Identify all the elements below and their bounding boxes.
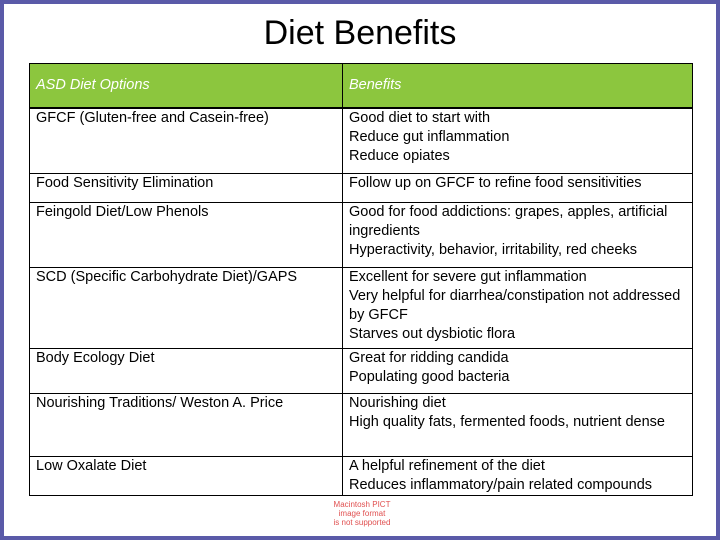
- benefits-cell: Excellent for severe gut inflammation Ve…: [342, 267, 693, 349]
- benefit-line: Follow up on GFCF to refine food sensiti…: [349, 175, 642, 191]
- table-row: Food Sensitivity Elimination Follow up o…: [29, 173, 693, 203]
- benefit-line: Hyperactivity, behavior, irritability, r…: [349, 242, 637, 258]
- benefit-line: Populating good bacteria: [349, 369, 510, 385]
- diet-option-cell: Body Ecology Diet: [29, 348, 343, 394]
- benefit-line: High quality fats, fermented foods, nutr…: [349, 414, 665, 430]
- table-row: Low Oxalate Diet A helpful refinement of…: [29, 456, 693, 496]
- benefit-line: Good diet to start with: [349, 110, 491, 126]
- benefit-line: Excellent for severe gut inflammation: [349, 269, 587, 285]
- placeholder-line: is not supported: [333, 518, 391, 527]
- benefits-cell: Nourishing diet High quality fats, ferme…: [342, 393, 693, 457]
- benefits-cell: A helpful refinement of the diet Reduces…: [342, 456, 693, 496]
- header-benefits: Benefits: [342, 63, 693, 109]
- benefit-line: Reduces inflammatory/pain related compou…: [349, 477, 653, 493]
- diet-option-text: SCD (Specific Carbohydrate Diet)/GAPS: [36, 269, 298, 285]
- diet-option-cell: Nourishing Traditions/ Weston A. Price: [29, 393, 343, 457]
- table-row: Nourishing Traditions/ Weston A. Price N…: [29, 393, 693, 457]
- table-row: Feingold Diet/Low Phenols Good for food …: [29, 202, 693, 268]
- benefits-cell: Good diet to start with Reduce gut infla…: [342, 107, 693, 174]
- diet-option-cell: SCD (Specific Carbohydrate Diet)/GAPS: [29, 267, 343, 349]
- unsupported-image-placeholder: Macintosh PICT image format is not suppo…: [322, 500, 402, 527]
- diet-benefits-table: ASD Diet Options Benefits GFCF (Gluten-f…: [29, 63, 693, 496]
- benefit-line: A helpful refinement of the diet: [349, 458, 545, 474]
- table-row: GFCF (Gluten-free and Casein-free) Good …: [29, 107, 693, 174]
- table-header-row: ASD Diet Options Benefits: [29, 63, 693, 109]
- slide-title: Diet Benefits: [263, 14, 457, 52]
- benefit-line: Very helpful for diarrhea/constipation n…: [349, 288, 681, 323]
- header-diet-options: ASD Diet Options: [29, 63, 343, 109]
- benefit-line: Starves out dysbiotic flora: [349, 326, 516, 342]
- benefit-line: Reduce gut inflammation: [349, 129, 510, 145]
- benefit-line: Reduce opiates: [349, 148, 450, 164]
- table-row: SCD (Specific Carbohydrate Diet)/GAPS Ex…: [29, 267, 693, 349]
- benefits-cell: Great for ridding candida Populating goo…: [342, 348, 693, 394]
- benefit-line: Good for food addictions: grapes, apples…: [349, 204, 668, 239]
- placeholder-line: Macintosh PICT: [333, 500, 391, 509]
- benefits-cell: Good for food addictions: grapes, apples…: [342, 202, 693, 268]
- benefit-line: Great for ridding candida: [349, 350, 509, 366]
- diet-option-cell: GFCF (Gluten-free and Casein-free): [29, 107, 343, 174]
- benefits-cell: Follow up on GFCF to refine food sensiti…: [342, 173, 693, 203]
- table-row: Body Ecology Diet Great for ridding cand…: [29, 348, 693, 394]
- diet-option-cell: Low Oxalate Diet: [29, 456, 343, 496]
- diet-option-cell: Food Sensitivity Elimination: [29, 173, 343, 203]
- placeholder-line: image format: [338, 509, 386, 518]
- diet-option-cell: Feingold Diet/Low Phenols: [29, 202, 343, 268]
- benefit-line: Nourishing diet: [349, 395, 446, 411]
